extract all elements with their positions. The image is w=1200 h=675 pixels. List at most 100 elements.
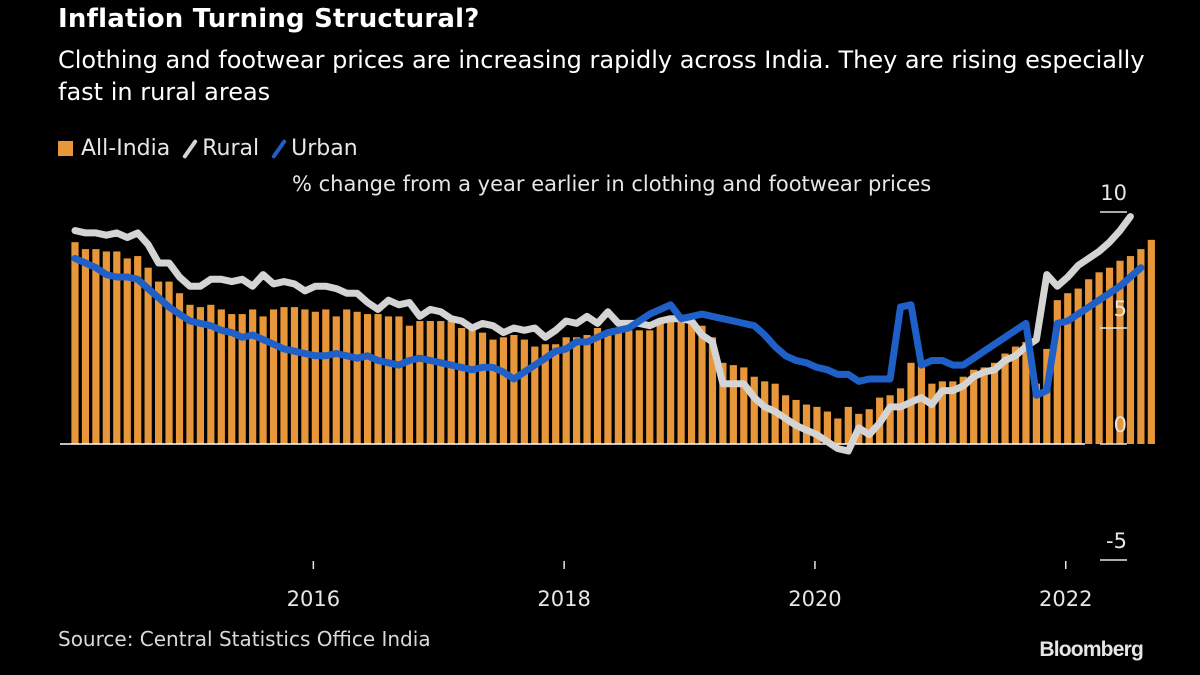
bar-all-india	[949, 381, 957, 444]
legend-item-urban: Urban	[271, 136, 358, 161]
bar-all-india	[364, 314, 372, 444]
bar-all-india	[499, 337, 508, 444]
bar-all-india	[280, 307, 288, 444]
bar-all-india	[573, 337, 581, 444]
bar-all-india	[1147, 239, 1155, 444]
y-axis-title: % change from a year earlier in clothing…	[292, 172, 932, 196]
line-series-rural	[71, 213, 1134, 455]
legend-label-urban: Urban	[291, 136, 358, 161]
bar-all-india	[92, 249, 100, 444]
y-axis: 10 5 0 -5	[1100, 181, 1127, 561]
bar-all-india	[991, 362, 999, 444]
bar-all-india	[1095, 272, 1103, 444]
bar-all-india	[395, 316, 403, 444]
bar-all-india	[134, 256, 142, 444]
legend: All-India Rural Urban	[58, 136, 370, 161]
bar-all-india	[510, 334, 518, 444]
bar-all-india	[175, 293, 184, 444]
legend-label-rural: Rural	[202, 136, 260, 161]
bar-all-india	[238, 314, 246, 444]
bar-all-india	[687, 318, 696, 444]
bar-all-india	[719, 362, 727, 444]
bar-all-india	[228, 314, 236, 444]
bar-all-india	[301, 309, 309, 444]
legend-item-all-india: All-India	[58, 136, 170, 161]
bar-all-india	[646, 330, 654, 444]
bar-all-india	[1022, 341, 1030, 444]
line-series-urban	[71, 254, 1145, 399]
bar-all-india	[667, 321, 675, 444]
bar-all-india	[1105, 267, 1114, 444]
bloomberg-logo: Bloomberg	[1039, 638, 1143, 661]
bar-all-india	[1126, 256, 1135, 444]
bar-all-india	[635, 330, 643, 444]
bar-all-india	[750, 376, 758, 444]
bar-all-india	[865, 409, 873, 444]
bar-all-india	[959, 376, 967, 444]
bar-all-india	[1064, 293, 1072, 444]
bar-all-india	[426, 321, 434, 444]
bar-all-india	[249, 309, 257, 444]
bar-all-india	[311, 311, 319, 444]
bar-all-india	[886, 395, 894, 444]
bar-all-india	[813, 406, 821, 444]
bar-all-india	[343, 309, 351, 444]
x-axis: 2016 2018 2020 2022	[287, 561, 1092, 611]
bar-all-india	[144, 267, 152, 444]
bar-all-india	[708, 337, 717, 444]
bar-all-india	[583, 334, 591, 444]
bar-all-india	[541, 344, 549, 444]
bar-all-india	[740, 367, 748, 444]
bar-all-india	[374, 314, 382, 444]
bar-all-india	[290, 307, 299, 444]
bar-all-india	[729, 365, 737, 444]
bar-all-india	[405, 325, 413, 444]
bar-all-india	[155, 281, 163, 444]
bar-all-india	[593, 328, 602, 444]
bar-all-india	[802, 404, 811, 444]
bar-all-india	[970, 369, 978, 444]
legend-label-all-india: All-India	[81, 136, 171, 161]
chart-title: Inflation Turning Structural?	[58, 4, 480, 34]
bar-all-india	[1137, 249, 1145, 444]
bar-all-india	[625, 330, 633, 444]
bar-all-india	[81, 249, 90, 444]
bar-all-india	[1011, 346, 1020, 444]
bar-all-india	[332, 316, 340, 444]
bar-all-india	[384, 316, 393, 444]
bar-all-india	[207, 304, 215, 444]
bar-all-india	[614, 330, 622, 444]
bar-all-india	[844, 406, 852, 444]
y-tick-label: 10	[1100, 181, 1127, 205]
bar-all-india	[896, 388, 905, 444]
bar-series-all-india	[71, 239, 1155, 444]
bar-all-india	[531, 346, 539, 444]
bar-all-india	[322, 309, 330, 444]
bar-all-india	[656, 323, 664, 444]
bar-all-india	[1074, 288, 1082, 444]
bar-all-india	[102, 251, 110, 444]
bar-all-india	[938, 381, 946, 444]
bar-all-india	[1085, 279, 1093, 444]
bar-all-india	[698, 325, 706, 444]
bar-all-india	[562, 337, 570, 444]
bar-all-india	[520, 339, 528, 444]
bar-all-india	[1032, 383, 1040, 444]
bar-all-india	[437, 321, 445, 444]
bar-all-india	[447, 321, 455, 444]
bar-all-india	[165, 281, 173, 444]
y-tick-label: 5	[1114, 297, 1127, 321]
bar-all-india	[458, 328, 466, 444]
y-tick-label: 0	[1114, 413, 1127, 437]
bar-all-india	[761, 381, 769, 444]
bar-all-india	[1116, 260, 1124, 444]
bar-all-india	[123, 258, 131, 444]
bar-all-india	[478, 332, 487, 444]
bar-all-india	[1001, 353, 1009, 444]
source-note: Source: Central Statistics Office India	[58, 627, 431, 651]
x-tick-label: 2020	[788, 587, 841, 611]
bar-all-india	[1043, 348, 1051, 444]
bar-all-india	[917, 365, 926, 444]
bar-all-india	[489, 339, 497, 444]
